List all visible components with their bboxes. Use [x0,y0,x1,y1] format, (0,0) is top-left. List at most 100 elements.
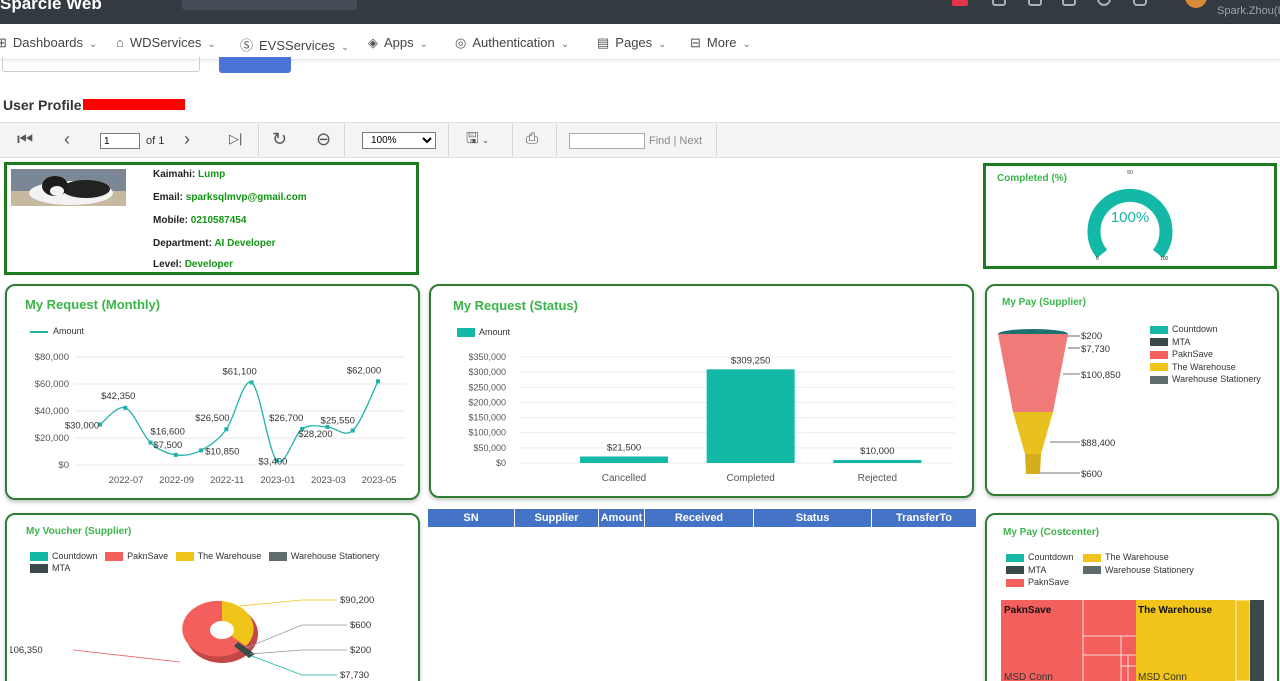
data-point [199,448,204,453]
nav-more[interactable]: ⊟ More ⌄ [690,35,751,50]
toolbar-divider [556,124,557,156]
pie-label: $200 [350,645,371,656]
legend-item: Countdown [1150,323,1261,336]
y-tick-label: $250,000 [468,382,506,392]
column-header[interactable]: SN [428,509,515,527]
last-page-icon[interactable]: ▷| [229,131,243,146]
column-header[interactable]: TransferTo [895,512,953,524]
nav-evsservices[interactable]: Ⓢ EVSServices ⌄ [240,38,350,53]
apps-icon[interactable] [992,0,1006,6]
top-bar: Sparcle Web Spark.Zhou(IC [0,0,1280,24]
treemap-header: PaknSave [1004,605,1052,616]
redaction-mark [83,99,185,110]
nav-wdservices[interactable]: ⌂ WDServices ⌄ [116,35,216,50]
data-label: $10,850 [205,446,239,457]
page-count-label: of 1 [146,135,165,147]
pay-supplier-card [985,284,1279,496]
mobile-value: 0210587454 [190,215,247,226]
gauge-value: 100% [1111,209,1149,226]
calendar-icon[interactable] [1028,0,1042,6]
data-point [274,458,279,463]
tile-unspent: $0 Unspent Amount [801,232,970,270]
data-point [249,380,254,385]
nav-apps[interactable]: ◈ Apps ⌄ [368,35,429,50]
dollar-icon: Ⓢ [240,38,254,53]
y-tick-label: $20,000 [35,433,69,444]
kaimahi-row: Kaimahi: Lump [153,169,226,180]
legend-item: Countdown [1006,551,1083,564]
legend-item: The Warehouse [175,551,261,562]
first-page-icon[interactable]: ⏮ [17,129,34,149]
status-legend: Amount [457,327,510,338]
monthly-title: My Request (Monthly) [25,297,161,312]
data-point [98,422,102,427]
back-icon[interactable]: ⊖ [316,129,332,149]
nav-pages[interactable]: ▤ Pages ⌄ [597,35,667,50]
legend-item: The Warehouse [1150,361,1261,374]
voucher-title: My Voucher (Supplier) [26,526,132,537]
bar [833,459,922,463]
gauge-tick-min: 0 [1096,256,1099,262]
x-tick-label: 2022-07 [109,475,144,486]
funnel-label: $200 [1081,331,1102,342]
voucher-legend: Countdown PaknSave The Warehouse Warehou… [30,550,410,574]
nav-dashboards[interactable]: ⊞ Dashboards ⌄ [0,35,97,51]
data-label: $30,000 [65,421,99,432]
refresh-icon[interactable]: ↻ [272,129,288,149]
top-search-input[interactable] [182,0,357,10]
legend-item: Warehouse Stationery [268,551,380,562]
report-body [0,158,1280,681]
funnel-label: $7,730 [1081,344,1110,355]
flag-icon[interactable] [952,0,968,6]
monthly-chart: $0 $20,000 $40,000 $60,000 $80,000 $30,000 $42… [35,352,405,486]
page-number-input[interactable] [100,133,140,149]
tile-returned: -$3,750 Returned Amount [801,168,970,213]
user-circle-icon: ◎ [455,35,467,50]
column-header[interactable]: Received [645,509,754,527]
gauge-tick-max: 100 [1160,256,1169,262]
chevron-down-icon: ⌄ [658,39,667,50]
nav-authentication[interactable]: ◎ Authentication ⌄ [455,35,570,50]
user-name[interactable]: Spark.Zhou(IC [1217,5,1280,17]
user-select-dropdown[interactable] [2,57,200,72]
toolbar-divider [512,124,513,156]
status-title: My Request (Status) [453,298,578,313]
column-header[interactable]: Status [754,509,872,527]
kaimahi-value: Lump [198,169,226,180]
print-icon[interactable]: ⎙ [526,130,539,147]
data-label: $21,500 [607,442,641,453]
zoom-select[interactable]: 100% [362,132,436,149]
x-tick-label: 2023-03 [311,475,346,486]
treemap-label: MSD Conn [1004,672,1053,681]
pie-label: $7,730 [340,670,369,681]
pie-label: $90,200 [340,595,374,606]
funnel-label: $600 [1081,469,1102,480]
tile-bau: $302,950 BAU Amount [433,168,602,213]
theme-icon[interactable] [1097,0,1111,6]
data-label: $42,350 [101,391,135,402]
search-button[interactable] [219,57,291,73]
level-value: Developer [184,259,234,270]
column-header[interactable]: Amount [599,509,645,527]
next-page-icon[interactable]: › [184,129,190,149]
x-tick-label: 2022-09 [159,475,194,486]
fullscreen-icon[interactable] [1062,0,1076,6]
toolbar-divider [716,124,717,156]
costcenter-treemap: PaknSave The Warehouse MSD Conn MSD Conn [1001,600,1264,681]
avatar[interactable] [1185,0,1207,8]
data-label: $61,100 [222,367,256,378]
save-icon[interactable]: 🖫 ⌄ [466,130,490,147]
find-link[interactable]: Find [649,135,671,147]
find-input[interactable] [569,133,645,149]
data-point [376,379,380,384]
next-link[interactable]: | Next [673,135,702,147]
bell-icon[interactable] [1133,0,1147,6]
column-header[interactable]: Supplier [515,509,599,527]
prev-page-icon[interactable]: ‹ [64,129,70,149]
brand-logo[interactable]: Sparcle Web [0,0,102,13]
legend-item: Warehouse Stationery [1150,373,1261,386]
legend-item: Countdown [30,551,98,562]
data-label: $16,600 [151,427,185,438]
data-label: $28,200 [298,429,332,440]
pie-label: $600 [350,620,371,631]
